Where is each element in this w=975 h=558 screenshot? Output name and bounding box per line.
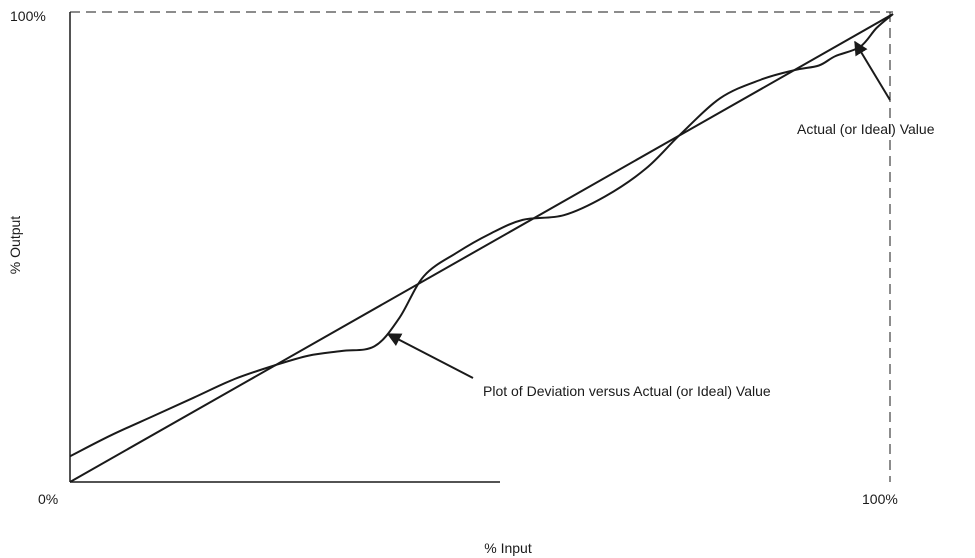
x-tick-label-min: 0% [38, 491, 58, 507]
ideal-callout-arrow [854, 40, 891, 101]
series-line-ideal [69, 13, 894, 483]
ideal-callout-text: Actual (or Ideal) Value [797, 121, 935, 137]
deviation-callout-arrow [386, 333, 474, 379]
x-tick-label-max: 100% [862, 491, 898, 507]
x-axis-label: % Input [484, 540, 532, 556]
y-axis-label: % Output [7, 216, 23, 274]
series-layer [69, 13, 894, 483]
deviation-callout-text: Plot of Deviation versus Actual (or Idea… [483, 383, 771, 399]
plot-frame [69, 11, 893, 483]
y-tick-label-max: 100% [10, 8, 46, 24]
series-line-deviation [69, 13, 894, 458]
